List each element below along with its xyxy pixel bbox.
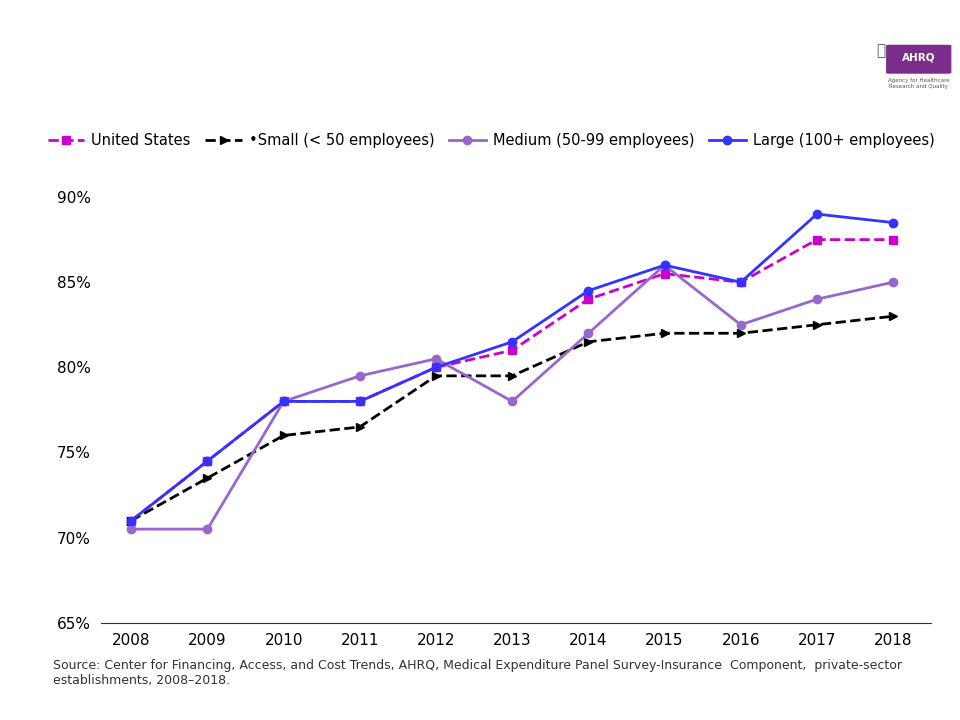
FancyBboxPatch shape [886,45,951,73]
Text: Figure 13. Percentage of private-sector enrolled employees in a
health insurance: Figure 13. Percentage of private-sector … [78,23,767,98]
Text: 🦅: 🦅 [876,43,886,58]
Ellipse shape [830,19,960,127]
Text: AHRQ: AHRQ [902,53,935,63]
Text: Source: Center for Financing, Access, and Cost Trends, AHRQ, Medical Expenditure: Source: Center for Financing, Access, an… [53,659,901,687]
Legend: United States, •Small (< 50 employees), Medium (50-99 employees), Large (100+ em: United States, •Small (< 50 employees), … [41,127,941,154]
Text: Agency for Healthcare
Research and Quality: Agency for Healthcare Research and Quali… [888,78,949,89]
